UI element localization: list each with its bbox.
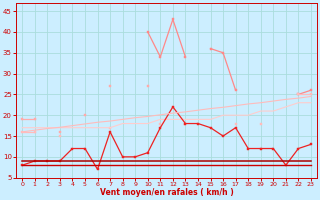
X-axis label: Vent moyen/en rafales ( km/h ): Vent moyen/en rafales ( km/h )	[100, 188, 234, 197]
